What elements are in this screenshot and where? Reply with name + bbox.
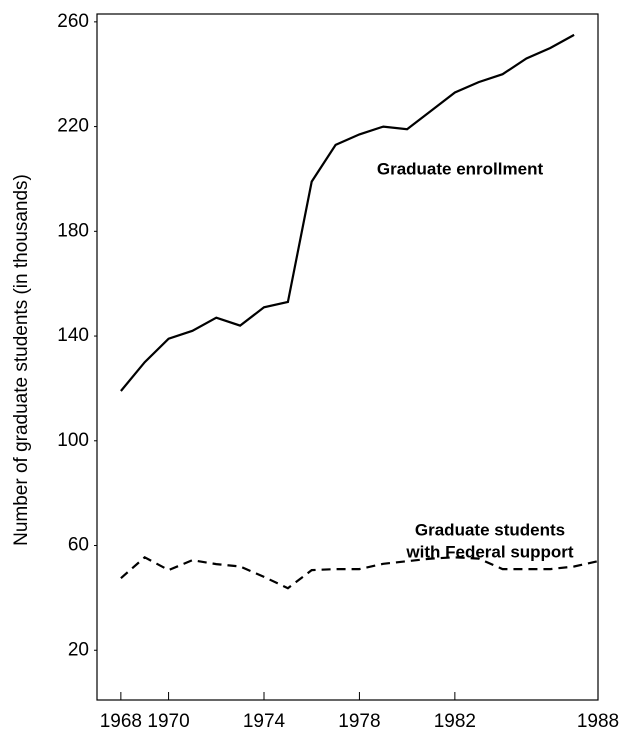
x-tick-label: 1988 xyxy=(577,711,619,732)
x-tick-label: 1982 xyxy=(434,711,476,732)
y-tick-label: 20 xyxy=(68,639,89,660)
series-line xyxy=(120,555,599,590)
annotation: Graduate students xyxy=(415,520,565,539)
x-tick-label: 1974 xyxy=(243,711,286,732)
x-tick-label: 1978 xyxy=(338,711,380,732)
plot-frame xyxy=(96,13,599,701)
y-tick-label: 60 xyxy=(68,535,89,556)
series-line xyxy=(120,33,575,392)
frame xyxy=(96,13,599,701)
y-tick-label: 220 xyxy=(57,116,89,137)
x-tick-label: 1970 xyxy=(147,711,189,732)
annotation: Graduate enrollment xyxy=(377,159,544,178)
y-tick-label: 260 xyxy=(57,11,89,32)
y-axis-label: Number of graduate students (in thousand… xyxy=(11,174,32,546)
y-tick-label: 140 xyxy=(57,325,89,346)
y-tick-label: 100 xyxy=(57,430,89,451)
y-tick-label: 180 xyxy=(57,220,89,241)
x-tick-label: 1968 xyxy=(100,711,142,732)
